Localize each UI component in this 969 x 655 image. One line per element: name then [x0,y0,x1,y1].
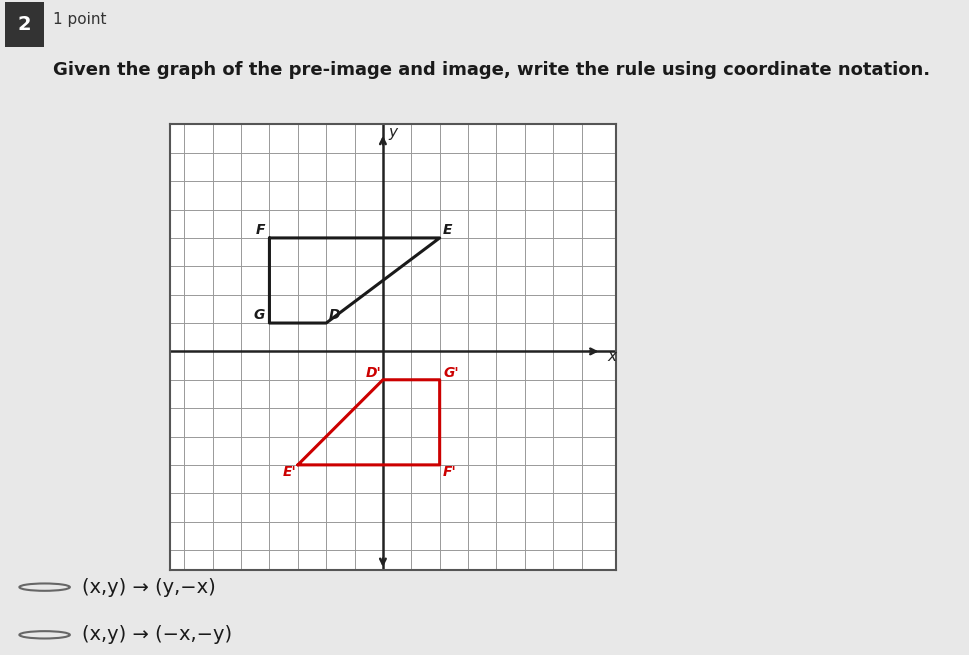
Text: 2: 2 [17,15,31,34]
Text: E': E' [282,465,296,479]
Text: G': G' [444,366,459,380]
Text: 1 point: 1 point [53,12,107,27]
Text: Given the graph of the pre-image and image, write the rule using coordinate nota: Given the graph of the pre-image and ima… [53,62,929,79]
Text: F': F' [442,465,455,479]
Text: G: G [254,308,265,322]
Text: x: x [607,349,615,364]
Text: (x,y) → (y,−x): (x,y) → (y,−x) [82,578,216,597]
Text: F: F [255,223,265,236]
Text: D': D' [365,366,381,380]
FancyBboxPatch shape [5,3,44,47]
Text: D: D [328,308,340,322]
Text: (x,y) → (−x,−y): (x,y) → (−x,−y) [82,626,233,645]
Text: E: E [442,223,452,236]
Text: y: y [388,125,396,140]
